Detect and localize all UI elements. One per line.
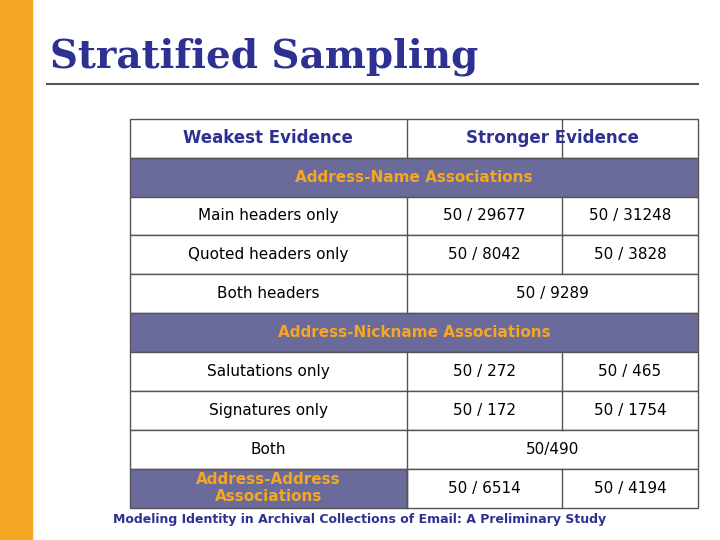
Bar: [130, 197, 698, 235]
Bar: [130, 158, 698, 197]
Bar: [130, 430, 698, 469]
Text: Address-Address
Associations: Address-Address Associations: [196, 472, 341, 504]
Text: 50 / 8042: 50 / 8042: [448, 247, 521, 262]
Text: 50 / 3828: 50 / 3828: [593, 247, 667, 262]
Text: 50/490: 50/490: [526, 442, 580, 457]
Text: Weakest Evidence: Weakest Evidence: [184, 129, 353, 147]
Text: Main headers only: Main headers only: [198, 208, 338, 224]
Text: 50 / 272: 50 / 272: [453, 364, 516, 379]
Text: Signatures only: Signatures only: [209, 403, 328, 418]
Bar: [130, 313, 698, 352]
Bar: [0, 0, 32, 540]
Bar: [130, 235, 698, 274]
Text: Quoted headers only: Quoted headers only: [188, 247, 348, 262]
Text: 50 / 29677: 50 / 29677: [443, 208, 526, 224]
Bar: [407, 469, 698, 508]
Text: 50 / 4194: 50 / 4194: [593, 481, 667, 496]
Text: Address-Nickname Associations: Address-Nickname Associations: [278, 325, 550, 340]
Text: 50 / 6514: 50 / 6514: [448, 481, 521, 496]
Bar: [130, 391, 698, 430]
Text: 50 / 1754: 50 / 1754: [594, 403, 666, 418]
Bar: [130, 352, 698, 391]
Text: Stratified Sampling: Stratified Sampling: [50, 38, 479, 76]
Text: 50 / 9289: 50 / 9289: [516, 286, 589, 301]
Bar: [130, 469, 407, 508]
Text: Both: Both: [251, 442, 286, 457]
Text: Salutations only: Salutations only: [207, 364, 330, 379]
Text: Both headers: Both headers: [217, 286, 320, 301]
Text: 50 / 31248: 50 / 31248: [589, 208, 671, 224]
Text: Modeling Identity in Archival Collections of Email: A Preliminary Study: Modeling Identity in Archival Collection…: [114, 514, 606, 526]
Bar: [130, 119, 698, 158]
Text: Stronger Evidence: Stronger Evidence: [466, 129, 639, 147]
Text: Address-Name Associations: Address-Name Associations: [295, 170, 533, 185]
Bar: [130, 274, 698, 313]
Text: 50 / 172: 50 / 172: [453, 403, 516, 418]
Text: 50 / 465: 50 / 465: [598, 364, 662, 379]
